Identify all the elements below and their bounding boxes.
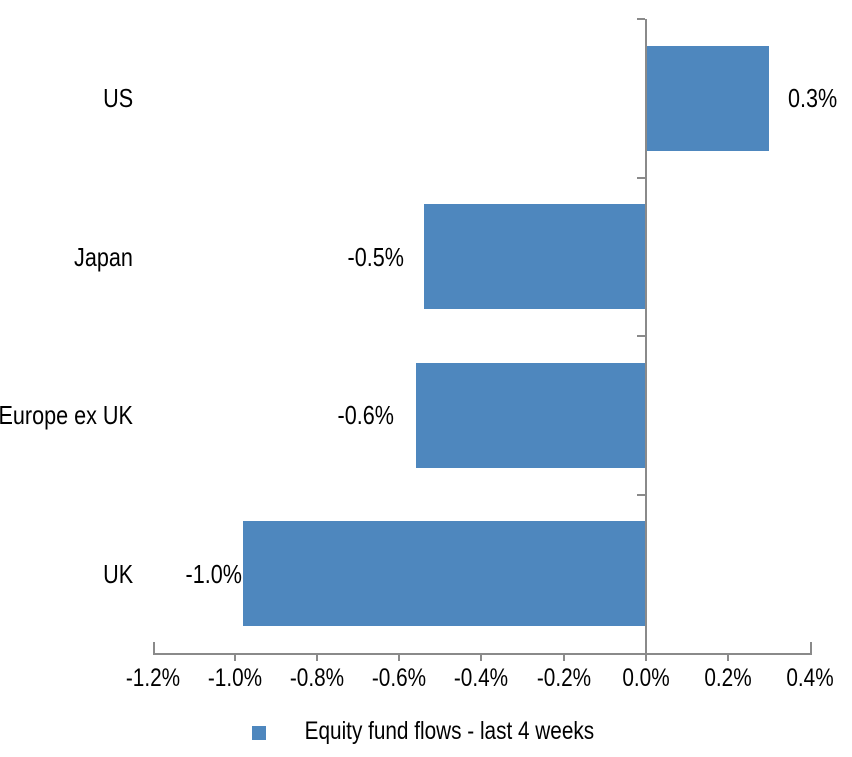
bar-uk: [243, 521, 646, 627]
category-label: UK: [103, 558, 133, 589]
x-tick-label: -0.2%: [536, 664, 592, 692]
x-tick-label: 0.4%: [786, 664, 834, 692]
category-axis-tick: [637, 177, 645, 179]
x-axis-tick: [645, 655, 647, 661]
x-axis-line: [153, 653, 812, 655]
bar-europe-ex-uk: [415, 362, 646, 468]
category-axis-tick: [637, 18, 645, 20]
x-axis-tick: [316, 655, 318, 661]
x-tick-label: -0.8%: [289, 664, 345, 692]
data-label: -1.0%: [185, 558, 243, 589]
x-axis-tick: [727, 655, 729, 661]
bar-us: [645, 45, 769, 151]
x-tick-label: 0.0%: [622, 664, 670, 692]
bar-japan: [424, 204, 646, 310]
x-tick-label: -1.0%: [207, 664, 263, 692]
category-label: Europe ex UK: [0, 400, 133, 431]
x-axis-tick: [480, 655, 482, 661]
x-axis-tick: [563, 655, 565, 661]
zero-axis-line: [645, 19, 647, 655]
x-axis-tick: [398, 655, 400, 661]
legend-swatch-icon: [252, 726, 267, 740]
category-axis-tick: [637, 335, 645, 337]
data-label: 0.3%: [787, 83, 838, 114]
data-label: -0.6%: [337, 400, 394, 431]
x-axis-end-tick: [810, 642, 812, 653]
x-axis-tick: [234, 655, 236, 661]
x-tick-label: -0.6%: [371, 664, 427, 692]
legend-label: Equity fund flows - last 4 weeks: [304, 716, 595, 745]
x-tick-label: -0.4%: [453, 664, 509, 692]
category-label: Japan: [74, 241, 133, 272]
category-axis-tick: [637, 494, 645, 496]
legend: Equity fund flows - last 4 weeks: [12, 716, 852, 746]
x-axis-end-tick: [153, 642, 155, 653]
x-tick-label: -1.2%: [125, 664, 181, 692]
x-tick-label: 0.2%: [704, 664, 752, 692]
category-label: US: [103, 83, 133, 114]
data-label: -0.5%: [347, 241, 405, 272]
